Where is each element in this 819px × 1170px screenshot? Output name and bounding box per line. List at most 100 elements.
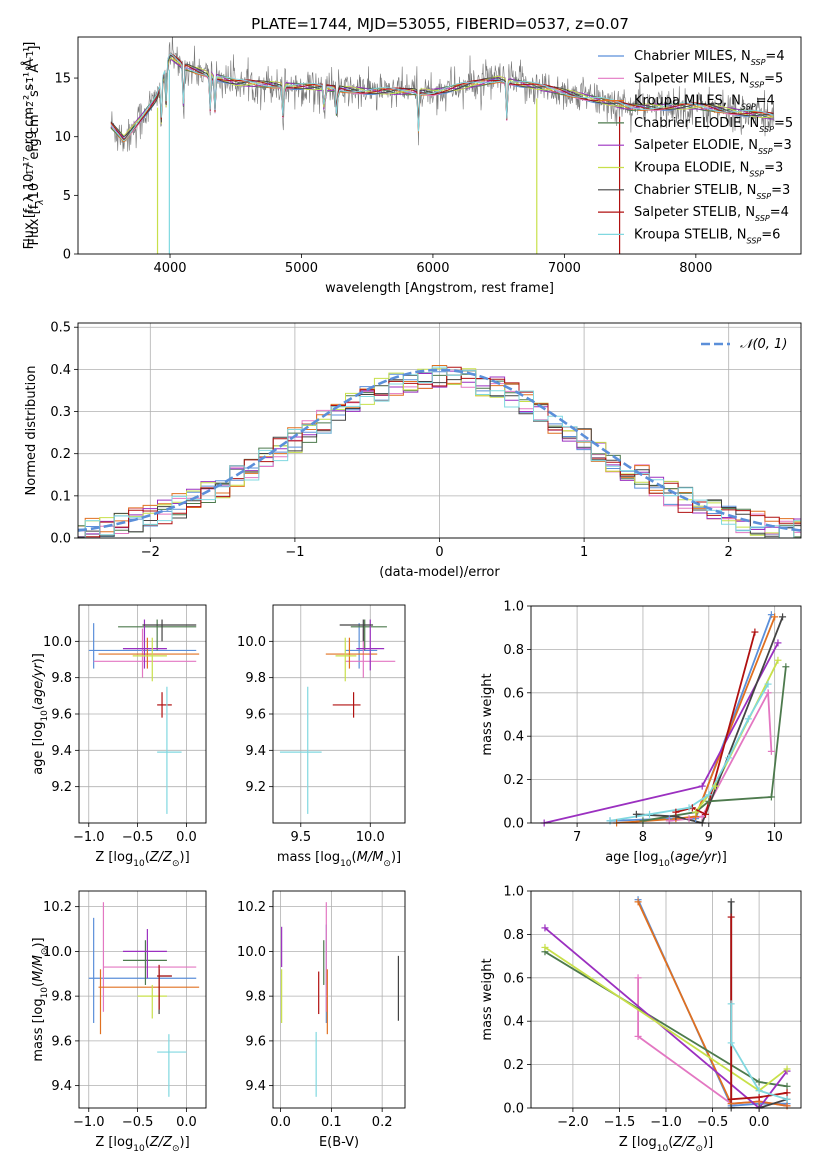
y-tick-label: 9.4 xyxy=(51,744,72,759)
mass_vs_Z-axes: −1.0 −0.5 0.0 9.4 9.6 9.8 10.0 10.2 Z [log10(Z/Z… xyxy=(31,890,207,1154)
spectrum-axes: 4000 5000 6000 7000 8000 0 5 10 15 wavelength [An… xyxy=(21,36,802,296)
x-axis-label: (data-model)/error xyxy=(379,565,500,580)
residual-histogram-2 xyxy=(78,365,801,533)
y-tick-label: 10.0 xyxy=(43,635,72,650)
x-tick-label: 2 xyxy=(725,545,733,560)
y-tick-label: 0.2 xyxy=(503,773,524,788)
age_vs_mass-axes: 9.5 10.0 9.2 9.4 9.6 9.8 10.0 mass [log10(M/M⊙)… xyxy=(237,604,406,869)
y-axis-label: Flux [f_λ 10⁻¹⁷ erg cm⁻² s⁻¹ Å⁻¹] xyxy=(21,42,37,250)
x-tick-label: 6000 xyxy=(416,261,449,276)
y-tick-label: 9.8 xyxy=(51,990,72,1005)
x-tick-label: 0.0 xyxy=(270,1115,291,1130)
residual-histogram-5 xyxy=(78,368,801,538)
model-spectrum-7 xyxy=(110,52,774,140)
massweight_vs_age-axes: 7 8 9 10 0.0 0.2 0.4 0.6 0.8 1.0 age [log10(age/yr… xyxy=(480,600,802,869)
age_vs_Z-plot-area xyxy=(88,619,200,814)
legend-label: Salpeter STELIB, NSSP=4 xyxy=(634,205,789,223)
residual-histogram-4 xyxy=(78,370,801,538)
x-tick-label: 0.1 xyxy=(321,1115,342,1130)
y-tick-label: 1.0 xyxy=(503,600,524,615)
y-tick-label: 9.4 xyxy=(245,744,266,759)
axes-frame xyxy=(530,890,802,1109)
y-tick-label: 9.6 xyxy=(51,1034,72,1049)
axes-frame xyxy=(272,890,406,1109)
x-tick-label: 8 xyxy=(639,830,647,845)
y-tick-label: 10.0 xyxy=(237,945,266,960)
y-axis-label: age [log10(age/yr)] xyxy=(31,653,50,775)
axes-frame xyxy=(78,890,207,1109)
x-tick-label: 9 xyxy=(705,830,713,845)
x-tick-label: −2 xyxy=(141,545,160,560)
y-tick-label: 9.6 xyxy=(51,708,72,723)
x-tick-label: 7000 xyxy=(548,261,581,276)
x-tick-label: −0.5 xyxy=(122,830,154,845)
residuals-plot-area xyxy=(78,365,801,538)
weight-line-4 xyxy=(544,927,788,1108)
y-tick-label: 0.4 xyxy=(503,730,524,745)
x-axis-label: Z [log10(Z/Z⊙)] xyxy=(95,850,189,869)
x-tick-label: 9.5 xyxy=(290,830,311,845)
y-axis-label: mass weight xyxy=(480,958,495,1040)
y-tick-label: 10.2 xyxy=(237,900,266,915)
x-axis-label: Z [log10(Z/Z⊙)] xyxy=(95,1135,189,1154)
y-tick-label: 0.1 xyxy=(50,489,71,504)
x-axis-label: E(B-V) xyxy=(319,1135,359,1150)
x-tick-label: 5000 xyxy=(285,261,318,276)
y-tick-label: 0 xyxy=(63,248,71,263)
age_vs_mass-plot-area xyxy=(279,619,396,814)
figure-title: PLATE=1744, MJD=53055, FIBERID=0537, z=0… xyxy=(251,15,629,33)
age_vs_Z-axes: −1.0 −0.5 0.0 9.2 9.4 9.6 9.8 10.0 Z [log10(Z/Z⊙… xyxy=(31,604,207,869)
residuals-axes: −2 −1 0 1 2 0.0 0.1 0.2 0.3 0.4 0.5 (data-model)/er… xyxy=(24,321,802,580)
x-axis-label: Z [log10(Z/Z⊙)] xyxy=(619,1135,713,1154)
y-axis-label: Flux [fλ10−17 erg cm−2 s−1 Å−1] xyxy=(26,46,46,246)
x-tick-label: 8000 xyxy=(679,261,712,276)
x-tick-label: 0.0 xyxy=(176,830,197,845)
y-tick-label: 15 xyxy=(54,72,71,87)
y-tick-label: 10.0 xyxy=(237,635,266,650)
y-tick-label: 0.4 xyxy=(503,1015,524,1030)
residual-histogram-7 xyxy=(78,366,801,538)
x-tick-label: 10.0 xyxy=(356,830,385,845)
spectrum-plot-area xyxy=(110,37,775,254)
y-tick-label: 0.3 xyxy=(50,405,71,420)
x-tick-label: 0.2 xyxy=(372,1115,393,1130)
x-tick-label: −1.0 xyxy=(650,1115,682,1130)
y-tick-label: 9.6 xyxy=(245,708,266,723)
y-tick-label: 0.5 xyxy=(50,321,71,336)
mass_vs_Z-plot-area xyxy=(88,902,200,1097)
axes-frame xyxy=(77,36,802,255)
y-tick-label: 9.6 xyxy=(245,1034,266,1049)
y-tick-label: 0.0 xyxy=(503,1102,524,1117)
x-tick-label: 0.0 xyxy=(176,1115,197,1130)
x-tick-label: 7 xyxy=(573,830,581,845)
x-tick-label: −1.5 xyxy=(604,1115,636,1130)
y-tick-label: 9.8 xyxy=(245,671,266,686)
legend-label: 𝒩(0, 1) xyxy=(740,337,787,352)
y-tick-label: 10 xyxy=(54,130,71,145)
y-tick-label: 10.0 xyxy=(43,945,72,960)
x-tick-label: −1.0 xyxy=(73,830,105,845)
x-tick-label: −2.0 xyxy=(557,1115,589,1130)
y-tick-label: 0.6 xyxy=(503,686,524,701)
y-tick-label: 0.6 xyxy=(503,971,524,986)
spectrum-legend: Chabrier MILES, NSSP=4 Salpeter MILES, NS… xyxy=(598,49,793,245)
x-tick-label: −0.5 xyxy=(697,1115,729,1130)
y-tick-label: 0.4 xyxy=(50,363,71,378)
y-axis-label: Normed distribution xyxy=(24,366,39,496)
x-tick-label: 0 xyxy=(435,545,443,560)
y-tick-label: 1.0 xyxy=(503,885,524,900)
y-tick-label: 9.4 xyxy=(51,1079,72,1094)
model-spectrum-8 xyxy=(110,52,774,142)
legend-label: Salpeter ELODIE, NSSP=3 xyxy=(634,138,792,156)
gaussian-curve xyxy=(78,368,801,532)
legend-label: Chabrier STELIB, NSSP=3 xyxy=(634,183,790,201)
y-tick-label: 5 xyxy=(63,189,71,204)
weight-line-4 xyxy=(543,642,779,823)
legend-label: Chabrier MILES, NSSP=4 xyxy=(634,49,785,67)
legend-label: Salpeter MILES, NSSP=5 xyxy=(634,71,783,89)
x-tick-label: 1 xyxy=(580,545,588,560)
residual-histogram-8 xyxy=(78,366,801,538)
mass_vs_ebv-plot-area xyxy=(281,902,399,1097)
x-tick-label: −1.0 xyxy=(73,1115,105,1130)
